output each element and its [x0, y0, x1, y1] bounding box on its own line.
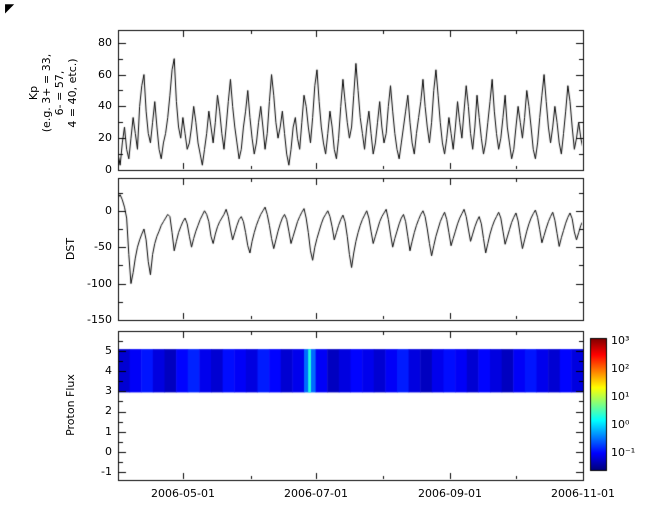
colorbar-tick: 10⁰: [611, 418, 630, 431]
kp-axis-label-line: (e.g. 3+ = 33,: [40, 53, 53, 133]
proton-ytick: 1: [105, 425, 112, 438]
dst-ytick: -100: [87, 277, 112, 290]
colorbar-tick: 10²: [611, 362, 630, 375]
kp-axis-label-line: 6- = 57,: [53, 70, 66, 116]
xtick-date: 2006-11-01: [551, 487, 615, 500]
dst-ytick: -50: [94, 240, 112, 253]
kp-ytick: 60: [98, 68, 112, 81]
proton-ytick: 4: [105, 364, 112, 377]
proton-ytick: -1: [101, 465, 112, 478]
colorbar-tick: 10³: [611, 334, 630, 347]
proton-ytick: 5: [105, 344, 112, 357]
kp-ytick: 40: [98, 99, 112, 112]
colorbar-tick: 10¹: [611, 390, 630, 403]
kp-ytick: 0: [105, 163, 112, 176]
xtick-date: 2006-05-01: [151, 487, 215, 500]
proton-ytick: 0: [105, 445, 112, 458]
colorbar-tick: 10⁻¹: [611, 446, 636, 459]
proton-ytick: 3: [105, 384, 112, 397]
xtick-date: 2006-07-01: [284, 487, 348, 500]
dst-ytick: 0: [105, 204, 112, 217]
proton-ytick: 2: [105, 404, 112, 417]
xtick-date: 2006-09-01: [418, 487, 482, 500]
dst-ytick: -150: [87, 313, 112, 326]
kp-ytick: 20: [98, 131, 112, 144]
kp-axis-label-line: Kp: [27, 85, 40, 101]
kp-ytick: 80: [98, 36, 112, 49]
